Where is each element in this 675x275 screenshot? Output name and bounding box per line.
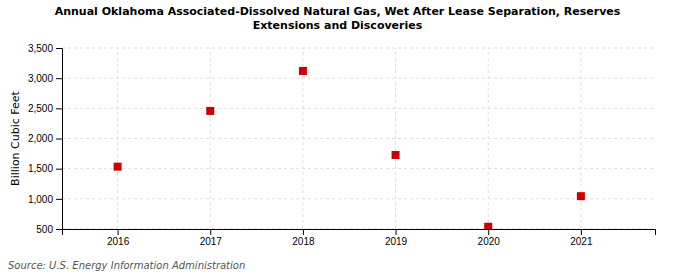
grid-line-y bbox=[62, 198, 655, 199]
point bbox=[392, 151, 400, 159]
x-tick-label: 2017 bbox=[200, 236, 223, 247]
y-tick-label: 2,500 bbox=[28, 103, 53, 114]
x-tick: 2019 bbox=[385, 229, 408, 247]
y-tick: 1,500 bbox=[28, 163, 62, 174]
x-tick: 2021 bbox=[570, 229, 593, 247]
grid-line-y bbox=[62, 138, 655, 139]
x-tick-label: 2021 bbox=[570, 236, 593, 247]
grid-line-x bbox=[488, 48, 489, 229]
y-tick-label: 500 bbox=[36, 224, 53, 235]
point bbox=[206, 107, 214, 115]
x-tick-label: 2018 bbox=[292, 236, 315, 247]
x-tick: 2016 bbox=[107, 229, 130, 247]
grid-line-x bbox=[395, 48, 396, 229]
y-tick-label: 3,000 bbox=[28, 73, 53, 84]
x-tick: 2020 bbox=[478, 229, 501, 247]
y-axis-title: Billion Cubic Feet bbox=[9, 90, 22, 185]
point bbox=[577, 192, 585, 200]
x-tick-mark bbox=[396, 229, 397, 235]
annotation: Source: U.S. Energy Information Administ… bbox=[8, 260, 245, 271]
x-tick-label: 2019 bbox=[385, 236, 408, 247]
y-tick-label: 1,500 bbox=[28, 163, 53, 174]
y-tick: 2,000 bbox=[28, 133, 62, 144]
y-tick: 500 bbox=[36, 224, 62, 235]
y-tick: 3,500 bbox=[28, 43, 62, 54]
point bbox=[299, 67, 307, 75]
title-line: Annual Oklahoma Associated-Dissolved Nat… bbox=[55, 5, 621, 18]
x-tick-mark bbox=[581, 229, 582, 235]
y-tick-mark bbox=[56, 48, 62, 49]
grid-line-x bbox=[117, 48, 118, 229]
grid-line-y bbox=[62, 78, 655, 79]
grid-line-x bbox=[580, 48, 581, 229]
grid-line-x bbox=[302, 48, 303, 229]
grid-line-y bbox=[62, 48, 655, 49]
x-tick-mark bbox=[118, 229, 119, 235]
point bbox=[114, 163, 122, 171]
y-tick: 1,000 bbox=[28, 194, 62, 205]
point bbox=[484, 223, 492, 229]
title: Annual Oklahoma Associated-Dissolved Nat… bbox=[55, 5, 621, 32]
y-tick-mark bbox=[56, 78, 62, 79]
y-axis: 500 1,000 1,500 2,000 2,500 3,000 3,500 bbox=[28, 43, 63, 235]
x-axis: 2016 2017 2018 2019 2020 2021 bbox=[63, 229, 656, 247]
y-tick: 3,000 bbox=[28, 73, 62, 84]
x-tick-mark bbox=[210, 229, 211, 235]
grid-line-y bbox=[62, 168, 655, 169]
y-tick: 2,500 bbox=[28, 103, 62, 114]
y-tick-mark bbox=[56, 229, 62, 230]
x-tick-mark bbox=[488, 229, 489, 235]
title-line: Extensions and Discoveries bbox=[253, 19, 423, 32]
y-tick-label: 2,000 bbox=[28, 133, 53, 144]
grid-line-y bbox=[62, 108, 655, 109]
y-tick-mark bbox=[56, 199, 62, 200]
y-tick-mark bbox=[56, 169, 62, 170]
x-tick: 2017 bbox=[200, 229, 223, 247]
x-axis-line bbox=[63, 230, 656, 236]
grid-line-x bbox=[210, 48, 211, 229]
chart: 2016 2017 2018 2019 2020 2021 500 1,000 1,500 2,0… bbox=[0, 0, 675, 275]
grid bbox=[62, 48, 655, 229]
y-axis-line bbox=[56, 49, 63, 230]
y-tick-mark bbox=[56, 139, 62, 140]
x-tick-label: 2016 bbox=[107, 236, 130, 247]
y-tick-mark bbox=[56, 108, 62, 109]
x-tick-mark bbox=[303, 229, 304, 235]
plot-area bbox=[114, 67, 585, 229]
x-tick-label: 2020 bbox=[478, 236, 501, 247]
y-tick-label: 1,000 bbox=[28, 194, 53, 205]
x-tick: 2018 bbox=[292, 229, 315, 247]
y-tick-label: 3,500 bbox=[28, 43, 53, 54]
